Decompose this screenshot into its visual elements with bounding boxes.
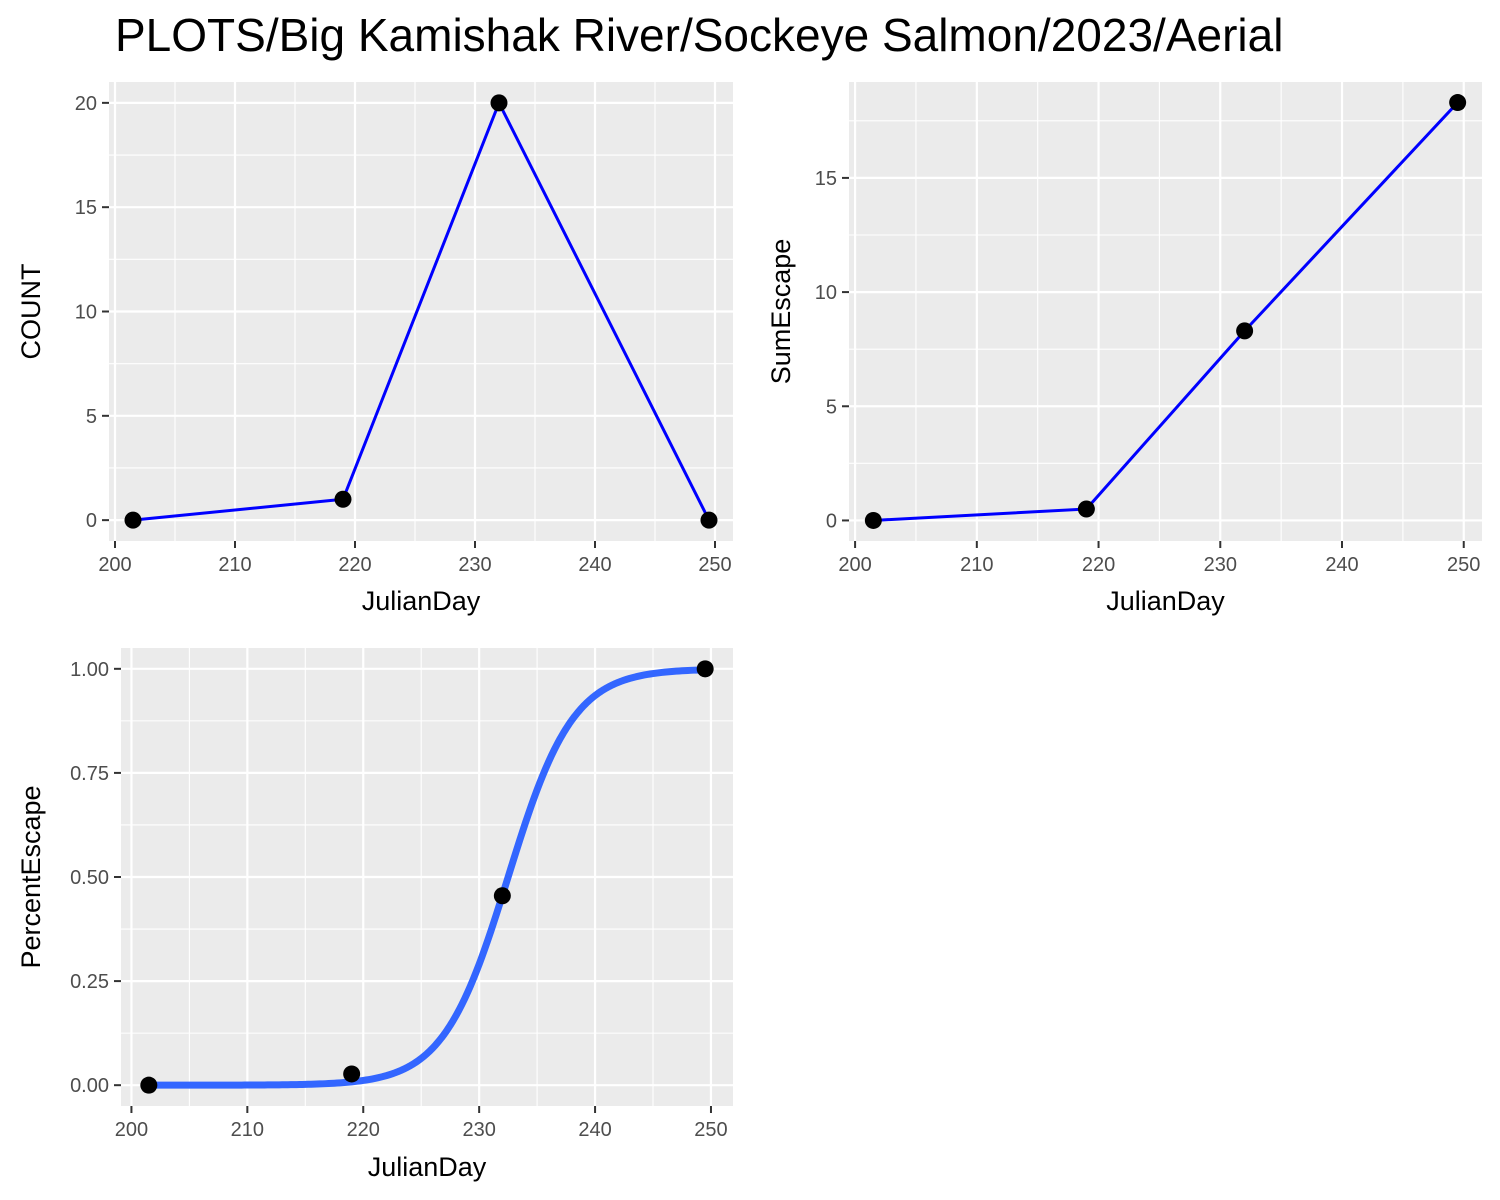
y-tick-label: 5 bbox=[86, 406, 97, 428]
x-tick-label: 240 bbox=[578, 1119, 611, 1141]
figure-title: PLOTS/Big Kamishak River/Sockeye Salmon/… bbox=[115, 9, 1284, 61]
y-axis-title: SumEscape bbox=[766, 239, 796, 385]
series-line bbox=[873, 101, 1459, 522]
x-axis-title: JulianDay bbox=[362, 586, 481, 616]
series-line bbox=[132, 101, 711, 522]
y-tick-label: 10 bbox=[815, 282, 837, 304]
y-tick-label: 5 bbox=[826, 396, 837, 418]
data-point bbox=[1236, 322, 1254, 340]
y-axis-title: PercentEscape bbox=[16, 785, 46, 968]
y-tick-label: 20 bbox=[75, 93, 97, 115]
x-tick-label: 220 bbox=[1082, 554, 1115, 576]
y-tick-label: 15 bbox=[75, 197, 97, 219]
data-point bbox=[864, 511, 882, 529]
x-tick-label: 210 bbox=[960, 554, 993, 576]
y-tick-label: 0 bbox=[826, 510, 837, 532]
data-point bbox=[700, 511, 718, 529]
chart-panel-count: 200 210 220 230 240 250 0 5 10 15 20 JulianDay COUNT bbox=[16, 82, 733, 616]
data-point bbox=[1077, 500, 1095, 518]
y-axis-title: COUNT bbox=[16, 264, 46, 360]
x-tick-label: 250 bbox=[698, 554, 731, 576]
x-tick-label: 240 bbox=[578, 554, 611, 576]
y-tick-label: 0.25 bbox=[70, 971, 109, 993]
plot-background bbox=[849, 82, 1482, 541]
fitted-curve bbox=[145, 666, 709, 1089]
x-tick-label: 230 bbox=[458, 554, 491, 576]
x-tick-label: 210 bbox=[218, 554, 251, 576]
x-axis-title: JulianDay bbox=[1106, 586, 1225, 616]
data-point bbox=[490, 94, 508, 112]
data-point bbox=[124, 511, 142, 529]
y-tick-label: 10 bbox=[75, 302, 97, 324]
x-tick-label: 220 bbox=[338, 554, 371, 576]
x-tick-label: 210 bbox=[231, 1119, 264, 1141]
x-tick-label: 250 bbox=[1447, 554, 1480, 576]
data-point bbox=[334, 490, 352, 508]
y-tick-label: 0.50 bbox=[70, 867, 109, 889]
chart-panel-sumescape: 200 210 220 230 240 250 0 5 10 15 JulianDay SumEsca… bbox=[766, 82, 1482, 616]
y-tick-label: 0.75 bbox=[70, 763, 109, 785]
x-tick-label: 230 bbox=[1204, 554, 1237, 576]
chart-panel-percentescape: 200 210 220 230 240 250 0.00 0.25 0.50 0.75 1.00 Ju… bbox=[16, 648, 733, 1182]
data-point bbox=[343, 1065, 361, 1083]
y-tick-label: 15 bbox=[815, 168, 837, 190]
y-tick-label: 1.00 bbox=[70, 659, 109, 681]
x-tick-label: 240 bbox=[1325, 554, 1358, 576]
x-tick-label: 200 bbox=[98, 554, 131, 576]
data-point bbox=[140, 1076, 158, 1094]
x-tick-label: 200 bbox=[838, 554, 871, 576]
x-axis-title: JulianDay bbox=[368, 1152, 487, 1182]
x-tick-label: 220 bbox=[347, 1119, 380, 1141]
data-point bbox=[696, 660, 714, 678]
x-tick-label: 230 bbox=[462, 1119, 495, 1141]
data-point bbox=[493, 887, 511, 905]
x-tick-label: 250 bbox=[694, 1119, 727, 1141]
data-point bbox=[1449, 94, 1467, 112]
y-tick-label: 0.00 bbox=[70, 1075, 109, 1097]
y-tick-label: 0 bbox=[86, 510, 97, 532]
x-tick-label: 200 bbox=[115, 1119, 148, 1141]
